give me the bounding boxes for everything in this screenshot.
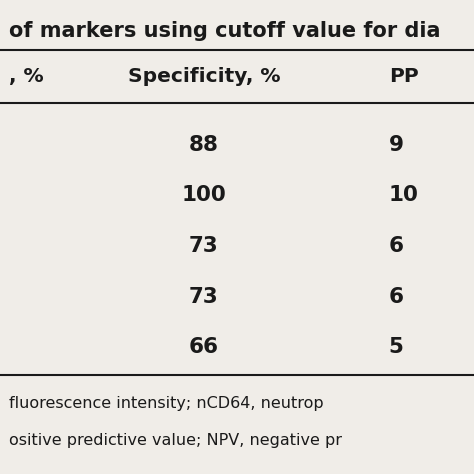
Text: Specificity, %: Specificity, % — [128, 67, 280, 86]
Text: PP: PP — [389, 67, 419, 86]
Text: , %: , % — [9, 67, 44, 86]
Text: 73: 73 — [189, 287, 219, 307]
Text: of markers using cutoff value for dia: of markers using cutoff value for dia — [9, 21, 441, 41]
Text: 6: 6 — [389, 287, 404, 307]
Text: fluorescence intensity; nCD64, neutrop: fluorescence intensity; nCD64, neutrop — [9, 396, 324, 411]
Text: 100: 100 — [182, 185, 226, 205]
Text: 10: 10 — [389, 185, 419, 205]
Text: 73: 73 — [189, 236, 219, 256]
Text: 9: 9 — [389, 135, 404, 155]
Text: 6: 6 — [389, 236, 404, 256]
Text: 88: 88 — [189, 135, 219, 155]
Text: ositive predictive value; NPV, negative pr: ositive predictive value; NPV, negative … — [9, 433, 343, 448]
Text: 66: 66 — [189, 337, 219, 357]
Text: 5: 5 — [389, 337, 403, 357]
